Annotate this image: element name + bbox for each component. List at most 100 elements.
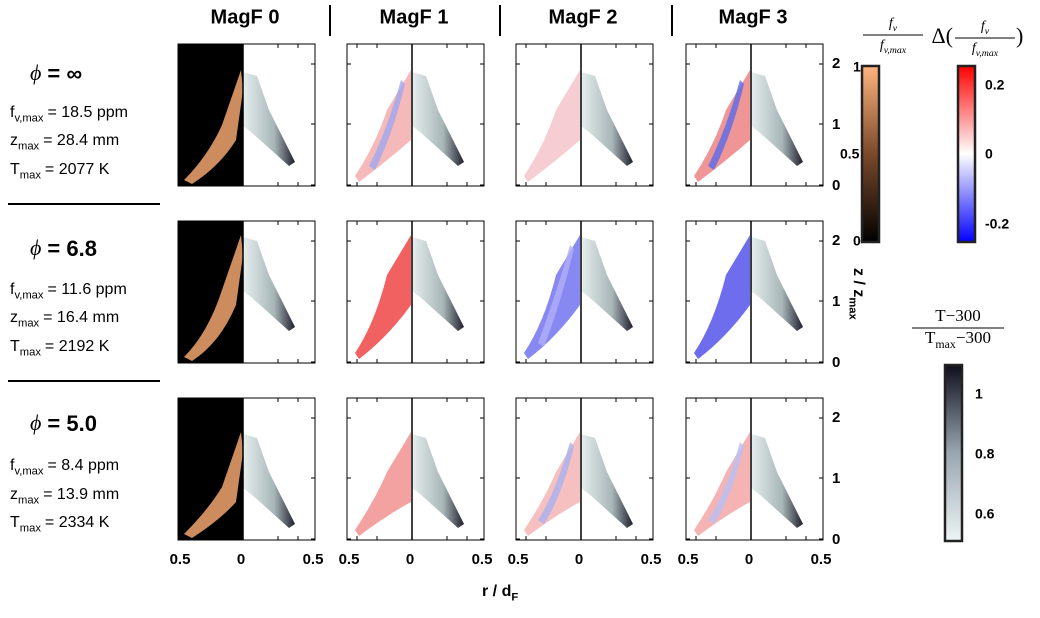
panel <box>346 397 485 541</box>
colorbar-title-numerator: T−300 <box>935 306 980 325</box>
text-part: r / d <box>482 583 511 600</box>
text-part: T−300 <box>935 306 980 325</box>
x-tick-label: 0 <box>575 551 583 568</box>
text-part: f <box>972 41 978 56</box>
parameter: fv,max = 8.4 ppm <box>10 457 119 477</box>
subscript: v,max <box>976 48 999 59</box>
phi-label: ϕ = ∞ <box>30 60 82 86</box>
subscript: v,max <box>14 466 43 478</box>
x-tick-label: 0 <box>406 551 414 568</box>
subscript: v,max <box>14 290 43 302</box>
colorbar-tick-label: -0.2 <box>985 216 1009 232</box>
temperature-field <box>581 72 633 166</box>
temperature-field <box>581 237 633 331</box>
panel <box>515 43 654 187</box>
panel <box>515 220 654 364</box>
subscript: F <box>511 592 518 604</box>
x-tick-label: 0.5 <box>472 551 493 568</box>
text-part: −300 <box>956 328 991 347</box>
text-part: = 8.4 ppm <box>47 457 119 474</box>
text-part: z / z <box>850 268 867 297</box>
panel-frame <box>515 43 654 187</box>
panel-frame <box>177 397 316 541</box>
temperature-field <box>581 434 633 528</box>
colorbar-title-denominator: fv,max <box>972 41 999 59</box>
colorbar-tick-label: 0 <box>853 233 861 249</box>
soot-difference <box>355 432 411 536</box>
panel-frame <box>346 43 485 187</box>
subscript: max <box>20 170 42 182</box>
text-part: = 2334 K <box>45 514 110 531</box>
soot-difference-stripe <box>369 80 405 170</box>
subscript: v <box>893 23 898 34</box>
panel <box>346 43 485 187</box>
text-part: = 11.6 ppm <box>47 281 126 298</box>
colorbar <box>943 363 964 543</box>
subscript: max <box>846 297 858 320</box>
parameter: fv,max = 11.6 ppm <box>10 281 127 301</box>
text-part: f <box>10 281 15 298</box>
colorbar <box>860 64 881 244</box>
temperature-field <box>412 72 464 166</box>
parameter: Tmax = 2077 K <box>10 161 110 181</box>
soot-difference-stripe <box>538 442 574 524</box>
panel <box>177 43 316 187</box>
temperature-field <box>243 72 295 166</box>
column-title: MagF 3 <box>719 6 788 28</box>
soot-difference-stripe <box>538 245 574 347</box>
subscript: max <box>18 495 40 507</box>
colorbar-tick-label: 0.2 <box>985 77 1005 93</box>
text-part: = 28.4 mm <box>43 132 119 149</box>
text-part: z <box>10 309 18 326</box>
temperature-field <box>751 434 803 528</box>
text-part: ϕ <box>30 235 41 260</box>
panel-frame <box>685 220 824 364</box>
panel-frame <box>346 397 485 541</box>
colorbar-title-numerator: fv <box>889 16 898 34</box>
y-tick-label: 2 <box>832 409 840 426</box>
panel-frame <box>177 220 316 364</box>
colorbar-title-numerator: fv <box>981 19 990 37</box>
temperature-field <box>751 237 803 331</box>
column-title: MagF 1 <box>380 6 449 28</box>
column-title: MagF 2 <box>549 6 618 28</box>
text-part: = ∞ <box>47 61 82 86</box>
text-part: f <box>889 16 895 31</box>
text-part: ϕ <box>30 410 41 435</box>
panel <box>685 397 824 541</box>
x-tick-label: 0 <box>237 551 245 568</box>
subscript: v,max <box>884 45 907 56</box>
panel-frame <box>515 397 654 541</box>
text-part: T <box>925 328 936 347</box>
colorbar-tick-label: 0 <box>985 146 993 162</box>
soot-plume <box>184 235 243 361</box>
colorbar-title-denominator: fv,max <box>880 38 907 56</box>
parameter: Tmax = 2192 K <box>10 338 110 358</box>
column-title: MagF 0 <box>211 6 280 28</box>
text-part: = 6.8 <box>47 236 97 261</box>
soot-difference <box>694 235 750 359</box>
y-tick-label: 2 <box>832 55 840 72</box>
x-tick-label: 0 <box>745 551 753 568</box>
phi-label: ϕ = 6.8 <box>30 235 97 261</box>
x-tick-label: 0.5 <box>339 551 360 568</box>
parameter: fv,max = 18.5 ppm <box>10 104 128 124</box>
panel-frame <box>177 43 316 187</box>
text-part: = 13.9 mm <box>43 486 119 503</box>
x-tick-label: 0.5 <box>811 551 832 568</box>
y-tick-label: 1 <box>832 293 840 310</box>
text-part: z <box>10 486 18 503</box>
colorbar-title-prefix: Δ( <box>932 23 953 48</box>
subscript: max <box>18 141 40 153</box>
text-part: = 2077 K <box>45 161 110 178</box>
panel-frame <box>515 220 654 364</box>
panel <box>515 397 654 541</box>
temperature-field <box>243 237 295 331</box>
text-part: T <box>10 161 20 178</box>
panel <box>177 397 316 541</box>
text-part: T <box>10 514 20 531</box>
text-part: f <box>10 457 15 474</box>
soot-difference-stripe <box>708 80 744 170</box>
